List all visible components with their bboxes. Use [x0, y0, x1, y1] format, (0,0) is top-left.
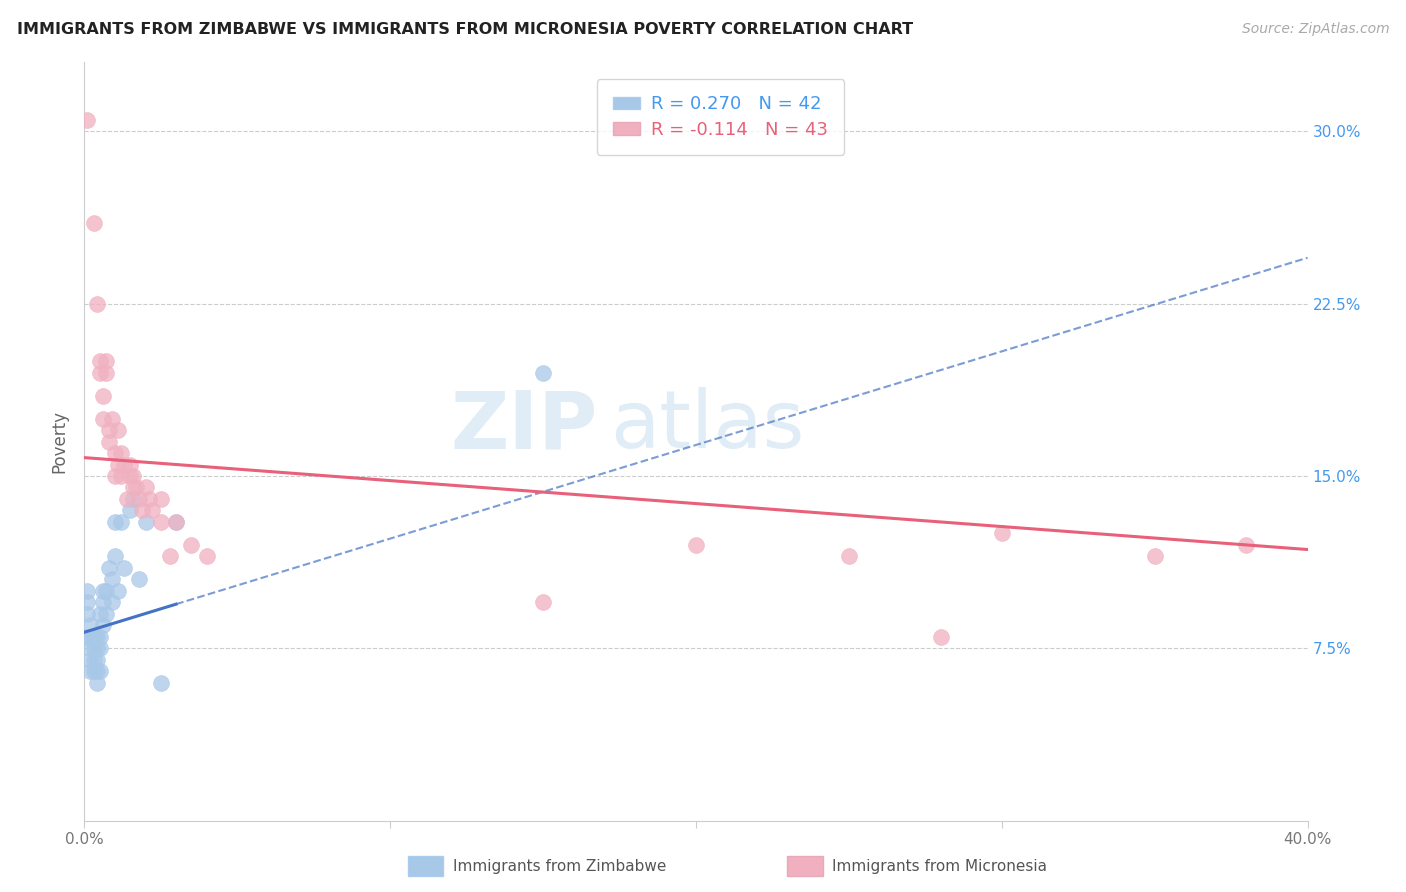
Point [122, 491, 145, 506]
Point [86, 665, 108, 679]
Point [86, 675, 108, 690]
Point [135, 515, 157, 529]
Point [101, 411, 124, 425]
Point [149, 515, 172, 529]
Point [112, 458, 135, 472]
Point [86, 630, 108, 644]
Point [76, 583, 98, 598]
Point [531, 595, 554, 609]
Point [120, 503, 142, 517]
Point [838, 549, 860, 564]
Point [128, 573, 150, 587]
Point [76, 607, 98, 621]
Point [104, 446, 127, 460]
Point [94, 354, 117, 368]
Text: Immigrants from Zimbabwe: Immigrants from Zimbabwe [453, 859, 666, 873]
Point [1143, 549, 1166, 564]
Point [159, 549, 181, 564]
Point [83, 653, 105, 667]
Point [83, 630, 105, 644]
Legend: R = 0.270   N = 42, R = -0.114   N = 43: R = 0.270 N = 42, R = -0.114 N = 43 [596, 79, 844, 155]
Point [149, 491, 172, 506]
Point [83, 665, 105, 679]
Point [97, 434, 120, 449]
Point [120, 458, 142, 472]
Point [76, 112, 98, 127]
Point [97, 561, 120, 575]
Point [89, 366, 111, 380]
Point [128, 491, 150, 506]
Point [195, 549, 218, 564]
Point [107, 423, 129, 437]
Point [531, 366, 554, 380]
Point [122, 481, 145, 495]
Point [86, 296, 108, 310]
Point [89, 607, 111, 621]
Text: atlas: atlas [610, 387, 804, 466]
Point [79, 630, 101, 644]
Point [79, 665, 101, 679]
Point [110, 469, 132, 483]
Point [165, 515, 187, 529]
Point [79, 653, 101, 667]
Point [83, 216, 105, 230]
Point [120, 469, 142, 483]
Point [138, 491, 160, 506]
Point [101, 595, 124, 609]
Point [91, 583, 114, 598]
Point [110, 515, 132, 529]
Point [149, 675, 172, 690]
Point [107, 458, 129, 472]
Point [94, 607, 117, 621]
Point [131, 503, 153, 517]
Point [122, 469, 145, 483]
Point [76, 630, 98, 644]
Point [86, 653, 108, 667]
Point [101, 573, 124, 587]
Point [89, 354, 111, 368]
Point [86, 641, 108, 656]
Point [125, 481, 148, 495]
Y-axis label: Poverty: Poverty [51, 410, 69, 473]
Point [110, 446, 132, 460]
Point [1236, 538, 1258, 552]
Point [104, 549, 127, 564]
Text: Immigrants from Micronesia: Immigrants from Micronesia [832, 859, 1047, 873]
Point [79, 641, 101, 656]
Point [141, 503, 163, 517]
Point [165, 515, 187, 529]
Point [104, 469, 127, 483]
Point [115, 491, 138, 506]
Point [89, 665, 111, 679]
Point [135, 481, 157, 495]
Point [91, 388, 114, 402]
Point [83, 641, 105, 656]
Point [685, 538, 707, 552]
Text: IMMIGRANTS FROM ZIMBABWE VS IMMIGRANTS FROM MICRONESIA POVERTY CORRELATION CHART: IMMIGRANTS FROM ZIMBABWE VS IMMIGRANTS F… [17, 22, 912, 37]
Point [76, 595, 98, 609]
Point [991, 526, 1014, 541]
Point [91, 618, 114, 632]
Text: Source: ZipAtlas.com: Source: ZipAtlas.com [1241, 22, 1389, 37]
Point [112, 561, 135, 575]
Point [97, 423, 120, 437]
Point [89, 641, 111, 656]
Point [79, 618, 101, 632]
Point [104, 515, 127, 529]
Point [107, 583, 129, 598]
Point [91, 411, 114, 425]
Point [89, 630, 111, 644]
Point [180, 538, 202, 552]
Point [929, 630, 952, 644]
Point [94, 583, 117, 598]
Point [91, 595, 114, 609]
Point [94, 366, 117, 380]
Text: ZIP: ZIP [451, 387, 598, 466]
